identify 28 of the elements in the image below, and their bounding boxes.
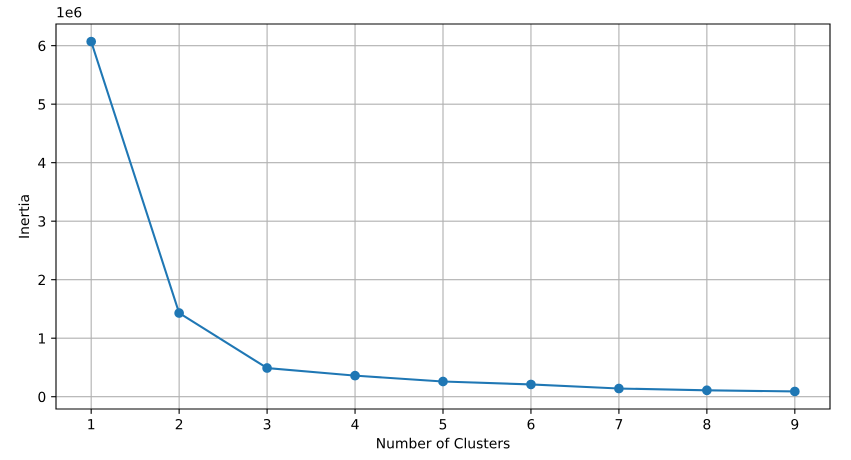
- point: [438, 376, 448, 386]
- x-tick-label: 6: [528, 418, 534, 430]
- y-tick-label: 3: [38, 216, 46, 227]
- x-tick-label: 9: [791, 418, 798, 430]
- x-tick-label: 3: [264, 418, 270, 430]
- x-tick-label: 4: [351, 419, 359, 430]
- x-axis-title: Number of Clusters: [377, 438, 510, 448]
- point: [526, 380, 536, 390]
- y-tick-label: 5: [38, 99, 46, 110]
- x-tick-label: 2: [176, 418, 182, 430]
- x-tick-label: 7: [616, 419, 622, 430]
- text: 1e6: [58, 6, 82, 18]
- point: [790, 386, 800, 396]
- y-tick-label: 1: [38, 333, 45, 344]
- point: [174, 308, 184, 318]
- point: [702, 385, 712, 396]
- y-tick-label: 4: [38, 158, 46, 168]
- point: [350, 370, 360, 381]
- x-tick-label: 5: [440, 419, 446, 430]
- x-tick-label: 1: [88, 419, 94, 430]
- y-tick-label: 6: [38, 40, 46, 52]
- y-tick-label: 2: [38, 274, 45, 285]
- point: [614, 384, 624, 394]
- x-tick-label: 8: [703, 418, 710, 430]
- point: [262, 363, 272, 373]
- y-axis-title: Inertia: [18, 195, 30, 238]
- y-tick-label: 0: [38, 392, 46, 402]
- point: [86, 36, 96, 46]
